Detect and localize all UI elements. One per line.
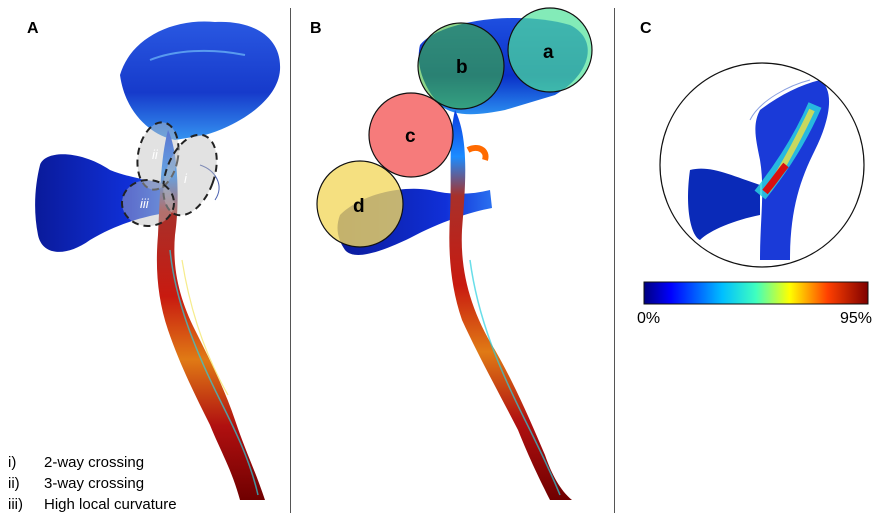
divider-ab — [290, 8, 291, 513]
divider-bc — [614, 8, 615, 513]
crossing-label-ii: ii — [152, 147, 159, 162]
roi-a-label: a — [543, 42, 554, 63]
legend-text: 3-way crossing — [44, 475, 145, 492]
roi-b-label: b — [456, 57, 468, 78]
legend-row: i) 2-way crossing — [8, 452, 177, 473]
legend-row: iii) High local curvature — [8, 494, 177, 515]
roi-d-circle — [316, 160, 404, 248]
crossing-label-i: i — [184, 171, 188, 186]
panel-b-label: B — [310, 20, 322, 37]
roi-a-circle — [507, 7, 593, 93]
colorbar-max-label: 95% — [840, 310, 873, 327]
roi-d-label: d — [353, 196, 365, 217]
crossing-label-iii: iii — [140, 196, 150, 211]
legend-text: High local curvature — [44, 496, 177, 513]
roi-b-circle — [417, 22, 505, 110]
panel-a-label: A — [27, 20, 39, 37]
legend-num: iii) — [8, 496, 23, 513]
panel-c-label: C — [640, 20, 652, 37]
panel-a-tract — [35, 21, 281, 500]
legend-num: i) — [8, 454, 17, 471]
crossing-legend: i) 2-way crossing ii) 3-way crossing iii… — [8, 452, 177, 515]
colorbar — [643, 281, 869, 305]
roi-c-circle — [368, 92, 454, 178]
panel-c-zoom — [659, 62, 865, 268]
legend-text: 2-way crossing — [44, 454, 145, 471]
legend-num: ii) — [8, 475, 20, 492]
legend-row: ii) 3-way crossing — [8, 473, 177, 494]
colorbar-min-label: 0% — [637, 310, 661, 327]
roi-c-label: c — [405, 126, 416, 147]
panel-b-tract — [316, 7, 593, 500]
